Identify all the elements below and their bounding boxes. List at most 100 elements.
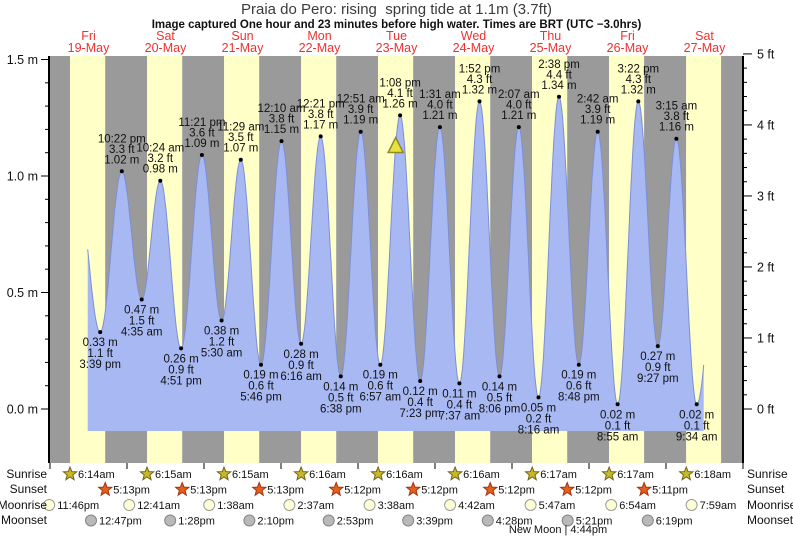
svg-text:0.33 m: 0.33 m [83, 337, 118, 349]
svg-text:21-May: 21-May [222, 41, 264, 55]
svg-text:6:57 am: 6:57 am [360, 392, 402, 404]
tide-point [418, 379, 423, 383]
svg-text:1.07 m: 1.07 m [223, 143, 258, 155]
svg-text:2:42 am: 2:42 am [577, 94, 619, 106]
svg-text:0.6 ft: 0.6 ft [248, 381, 274, 393]
svg-text:1:38am: 1:38am [217, 500, 254, 512]
svg-text:4.3 ft: 4.3 ft [467, 74, 493, 86]
svg-text:12:10 am: 12:10 am [258, 103, 306, 115]
sunrise-star-icon [370, 465, 387, 481]
svg-text:5:12pm: 5:12pm [498, 485, 535, 497]
svg-text:Thu: Thu [540, 29, 562, 43]
svg-text:1.19 m: 1.19 m [343, 115, 378, 127]
tide-point [477, 99, 482, 104]
svg-text:6:16 am: 6:16 am [280, 371, 322, 383]
svg-text:4.0 ft: 4.0 ft [506, 100, 532, 112]
svg-text:7:37 am: 7:37 am [439, 410, 481, 422]
svg-text:5:47am: 5:47am [539, 500, 576, 512]
sunset-row: 5:13pm 5:13pm 5:13pm 5:12pm 5:12pm 5:12pm 5:12… [97, 481, 688, 497]
tide-point [694, 402, 699, 407]
svg-text:19-May: 19-May [68, 41, 110, 55]
tide-point [378, 362, 383, 367]
svg-text:1.16 m: 1.16 m [659, 122, 694, 134]
tide-point [279, 139, 284, 144]
sunrise-star-icon [601, 465, 618, 481]
sunset-star-icon [559, 481, 576, 497]
svg-text:11:46pm: 11:46pm [57, 500, 99, 512]
svg-text:4:42am: 4:42am [458, 500, 495, 512]
svg-text:4.1 ft: 4.1 ft [387, 88, 413, 100]
svg-text:New Moon | 4:44pm: New Moon | 4:44pm [509, 524, 607, 536]
svg-text:10:24 am: 10:24 am [136, 143, 184, 155]
svg-text:6:15am: 6:15am [155, 469, 192, 481]
svg-text:22-May: 22-May [299, 41, 341, 55]
new-moon-note: New Moon | 4:44pm [509, 524, 607, 536]
svg-text:Fri: Fri [620, 29, 635, 43]
svg-text:0.47 m: 0.47 m [124, 305, 159, 317]
moonrise-moon-icon [524, 499, 537, 511]
svg-text:0.0 m: 0.0 m [7, 403, 38, 417]
svg-text:26-May: 26-May [607, 41, 649, 55]
tide-point [457, 381, 462, 386]
moonrise-moon-icon [363, 499, 376, 511]
svg-text:2:07 am: 2:07 am [498, 89, 540, 101]
svg-text:3.8 ft: 3.8 ft [664, 111, 690, 123]
svg-text:8:16 am: 8:16 am [518, 424, 560, 436]
sunset-row-label-left: Sunset [9, 482, 47, 496]
moonrise-moon-icon [203, 499, 216, 511]
svg-text:1 ft: 1 ft [757, 332, 775, 346]
svg-text:6:54am: 6:54am [619, 500, 656, 512]
svg-text:0.02 m: 0.02 m [600, 409, 635, 421]
svg-text:0.14 m: 0.14 m [323, 381, 358, 393]
svg-text:0.6 ft: 0.6 ft [566, 381, 592, 393]
page-subtitle: Image captured One hour and 23 minutes b… [151, 19, 642, 31]
svg-text:11:21 pm: 11:21 pm [178, 117, 225, 129]
tide-point [158, 178, 163, 183]
svg-text:6:18am: 6:18am [694, 469, 731, 481]
svg-text:1:08 pm: 1:08 pm [379, 77, 421, 89]
svg-text:6:16am: 6:16am [463, 469, 500, 481]
tide-point [497, 374, 502, 379]
moonrise-row-label-right: Moonrise [747, 498, 793, 512]
svg-text:0.19 m: 0.19 m [243, 370, 278, 382]
svg-text:6:38 pm: 6:38 pm [320, 403, 362, 415]
moonrise-moon-icon [123, 499, 136, 511]
sunset-star-icon [636, 481, 653, 497]
svg-text:7:23 pm: 7:23 pm [399, 408, 441, 420]
svg-text:20-May: 20-May [145, 41, 187, 55]
svg-text:0 ft: 0 ft [757, 403, 775, 417]
tide-point [139, 297, 144, 302]
svg-text:4:35 am: 4:35 am [121, 327, 163, 339]
svg-text:Sat: Sat [695, 29, 714, 43]
tide-point [299, 341, 304, 346]
svg-text:1.09 m: 1.09 m [184, 138, 219, 150]
svg-text:5:46 pm: 5:46 pm [240, 392, 282, 404]
svg-text:5 ft: 5 ft [757, 47, 775, 61]
moonset-moon-icon [481, 514, 494, 527]
svg-text:5:11pm: 5:11pm [652, 485, 688, 497]
tide-point [595, 129, 600, 134]
sunset-star-icon [251, 481, 268, 497]
sunset-star-icon [328, 481, 345, 497]
svg-text:6:14am: 6:14am [78, 469, 115, 481]
svg-text:11:29 am: 11:29 am [217, 122, 264, 134]
svg-text:5:12pm: 5:12pm [421, 485, 458, 497]
tide-point [318, 134, 323, 139]
sunset-row-label-right: Sunset [747, 482, 785, 496]
tide-point [238, 157, 243, 162]
svg-text:3.8 ft: 3.8 ft [308, 109, 334, 121]
day-labels: Fri19-MaySat20-MaySun21-MayMon22-MayTue2… [68, 29, 726, 55]
svg-text:1.5 m: 1.5 m [7, 53, 38, 67]
svg-text:5:13pm: 5:13pm [267, 485, 304, 497]
svg-text:0.1 ft: 0.1 ft [605, 420, 631, 432]
svg-text:Mon: Mon [307, 29, 331, 43]
moonset-moon-icon [164, 514, 177, 527]
tide-point [536, 395, 541, 400]
axes: 0.0 m 0.5 m 1.0 m 1.5 m 0 ft 1 ft 2 ft 3 ft 4 ft… [7, 47, 775, 469]
svg-text:8:06 pm: 8:06 pm [479, 403, 521, 415]
svg-text:6:16am: 6:16am [309, 469, 346, 481]
sunrise-star-icon [447, 465, 464, 481]
svg-text:1.21 m: 1.21 m [422, 110, 457, 122]
